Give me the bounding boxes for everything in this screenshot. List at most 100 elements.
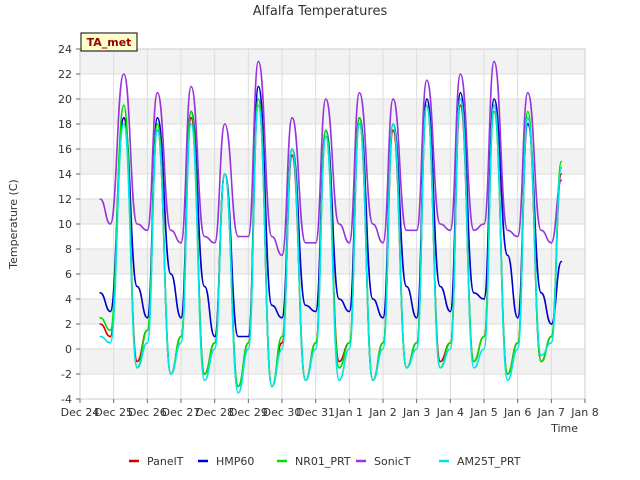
series-point — [439, 360, 442, 363]
series-point — [550, 242, 553, 244]
series-point — [99, 323, 101, 325]
x-tick-label: Jan 2 — [368, 406, 396, 419]
series-point — [415, 342, 418, 344]
x-tick-label: Dec 30 — [263, 406, 302, 419]
legend-label: PanelT — [147, 455, 184, 468]
y-tick-label: 12 — [58, 193, 72, 206]
series-point — [493, 104, 495, 107]
y-tick-label: 22 — [58, 68, 72, 81]
series-point — [372, 298, 374, 300]
series-point — [358, 117, 361, 119]
site-badge: TA_met — [80, 32, 138, 52]
x-tick-label: Jan 6 — [503, 406, 531, 419]
series-point — [109, 223, 112, 225]
x-tick-label: Dec 29 — [229, 406, 268, 419]
series-point — [493, 98, 495, 100]
grid-band — [80, 299, 585, 324]
y-tick-label: -2 — [61, 368, 72, 381]
series-point — [550, 342, 553, 344]
x-axis-label: Time — [550, 422, 578, 435]
series-point — [338, 367, 341, 369]
series-point — [237, 385, 239, 388]
y-tick-label: 18 — [58, 118, 72, 131]
series-point — [527, 92, 529, 94]
series-point — [348, 348, 351, 350]
series-point — [314, 310, 317, 313]
series-point — [180, 342, 182, 344]
series-point — [348, 242, 351, 244]
x-tick-label: Jan 7 — [537, 406, 565, 419]
series-point — [203, 379, 206, 382]
legend-item-am25t-prt: AM25T_PRT — [439, 455, 521, 468]
y-axis-label: Temperature (C) — [7, 179, 20, 269]
series-point — [439, 367, 442, 369]
series-point — [415, 348, 418, 350]
grid-band — [80, 99, 585, 124]
series-point — [109, 310, 112, 313]
series-point — [281, 317, 283, 319]
series-point — [136, 223, 138, 225]
series-point — [338, 298, 341, 300]
legend-label: AM25T_PRT — [457, 455, 521, 468]
series-point — [392, 98, 394, 100]
series-point — [304, 379, 307, 382]
series-point — [237, 392, 239, 394]
series-point — [372, 223, 374, 225]
series-point — [156, 92, 159, 94]
x-tick-label: Jan 3 — [402, 406, 430, 419]
series-line-am25t-prt — [100, 98, 563, 394]
series-point — [449, 342, 452, 344]
series-point — [483, 223, 485, 225]
series-point — [459, 73, 462, 75]
x-tick-label: Jan 5 — [469, 406, 497, 419]
series-point — [405, 367, 408, 369]
legend-item-nr01-prt: NR01_PRT — [277, 455, 351, 468]
series-point — [483, 298, 485, 300]
series-point — [405, 229, 408, 232]
series-point — [237, 235, 239, 238]
series-point — [506, 229, 509, 232]
x-tick-label: Dec 24 — [61, 406, 100, 419]
series-point — [392, 123, 394, 125]
chart-title: Alfalfa Temperatures — [253, 4, 388, 19]
series-point — [473, 360, 475, 363]
series-point — [550, 323, 553, 325]
series-point — [213, 335, 216, 338]
x-tick-label: Jan 4 — [436, 406, 464, 419]
series-point — [123, 117, 125, 119]
series-point — [314, 342, 317, 344]
series-point — [415, 317, 418, 319]
site-badge-label: TA_met — [87, 36, 132, 49]
series-point — [146, 317, 149, 319]
series-point — [99, 292, 101, 294]
series-point — [338, 360, 341, 363]
series-point — [156, 123, 159, 125]
x-tick-label: Dec 28 — [195, 406, 234, 419]
series-point — [449, 229, 452, 232]
series-point — [304, 242, 307, 244]
series-point — [203, 285, 206, 288]
series-point — [459, 92, 462, 94]
series-point — [560, 260, 563, 263]
x-tick-label: Dec 27 — [162, 406, 201, 419]
series-point — [560, 179, 563, 182]
series-point — [382, 317, 384, 319]
series-point — [146, 342, 149, 344]
y-tick-label: 6 — [65, 268, 72, 281]
legend-label: HMP60 — [216, 455, 254, 468]
grid-band — [80, 349, 585, 374]
series-point — [426, 98, 428, 100]
series-point — [247, 342, 250, 344]
series-point — [224, 173, 226, 175]
series-point — [392, 129, 394, 132]
x-tick-label: Jan 8 — [570, 406, 598, 419]
series-point — [449, 310, 452, 313]
series-point — [304, 304, 307, 307]
series-point — [560, 167, 563, 169]
series-point — [405, 285, 408, 288]
series-point — [426, 79, 428, 82]
series-point — [170, 373, 172, 375]
series-point — [473, 229, 475, 232]
series-point — [281, 342, 283, 344]
series-point — [493, 110, 495, 113]
